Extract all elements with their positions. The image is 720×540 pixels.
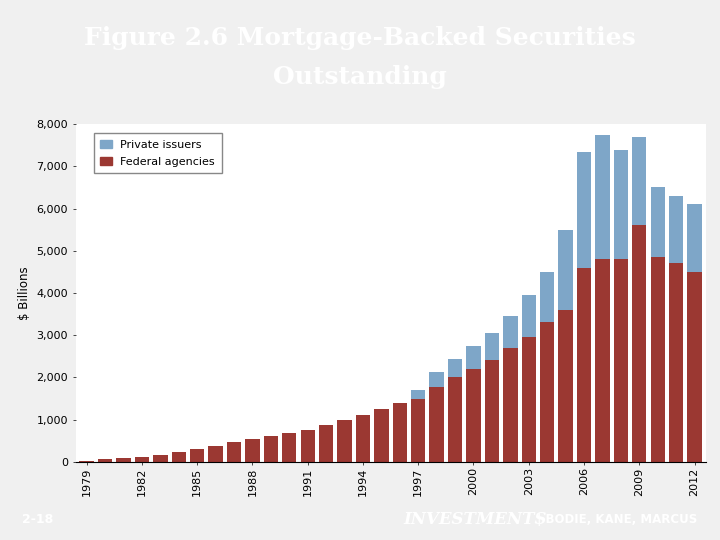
Bar	[153, 455, 168, 462]
Y-axis label: $ Billions: $ Billions	[18, 266, 31, 320]
Bar	[208, 446, 222, 462]
Bar	[467, 346, 481, 369]
Bar	[467, 369, 481, 462]
Bar	[632, 137, 647, 226]
Bar	[264, 436, 278, 462]
Bar	[613, 259, 628, 462]
Text: | BODIE, KANE, MARCUS: | BODIE, KANE, MARCUS	[533, 513, 697, 526]
Bar	[300, 430, 315, 462]
Bar	[613, 150, 628, 259]
Bar	[429, 372, 444, 387]
Bar	[595, 259, 610, 462]
Bar	[669, 264, 683, 462]
Bar	[227, 442, 241, 462]
Text: INVESTMENTS: INVESTMENTS	[403, 511, 546, 528]
Bar	[632, 226, 647, 462]
Bar	[135, 457, 149, 462]
Bar	[540, 322, 554, 462]
Bar	[117, 458, 130, 462]
Bar	[282, 433, 297, 462]
Bar	[577, 152, 591, 268]
Bar	[246, 439, 260, 462]
Bar	[411, 390, 426, 399]
Bar	[448, 377, 462, 462]
Bar	[448, 359, 462, 377]
Bar	[559, 230, 573, 310]
Text: Outstanding: Outstanding	[273, 65, 447, 90]
Bar	[190, 449, 204, 462]
Bar	[559, 310, 573, 462]
Bar	[688, 204, 702, 272]
Bar	[521, 338, 536, 462]
Bar	[338, 420, 352, 462]
Bar	[669, 196, 683, 264]
Bar	[392, 403, 407, 462]
Bar	[374, 409, 389, 462]
Bar	[98, 460, 112, 462]
Bar	[651, 187, 665, 257]
Bar	[540, 272, 554, 322]
Bar	[503, 348, 518, 462]
Bar	[411, 399, 426, 462]
Bar	[429, 387, 444, 462]
Bar	[595, 135, 610, 259]
Text: 2-18: 2-18	[22, 513, 53, 526]
Bar	[651, 257, 665, 462]
Bar	[171, 453, 186, 462]
Bar	[521, 295, 536, 338]
Bar	[503, 316, 518, 348]
Bar	[485, 361, 499, 462]
Bar	[688, 272, 702, 462]
Bar	[485, 333, 499, 361]
Text: Figure 2.6 Mortgage-Backed Securities: Figure 2.6 Mortgage-Backed Securities	[84, 26, 636, 50]
Bar	[356, 415, 370, 462]
Legend: Private issuers, Federal agencies: Private issuers, Federal agencies	[94, 133, 222, 173]
Bar	[577, 268, 591, 462]
Bar	[79, 461, 94, 462]
Bar	[319, 424, 333, 462]
